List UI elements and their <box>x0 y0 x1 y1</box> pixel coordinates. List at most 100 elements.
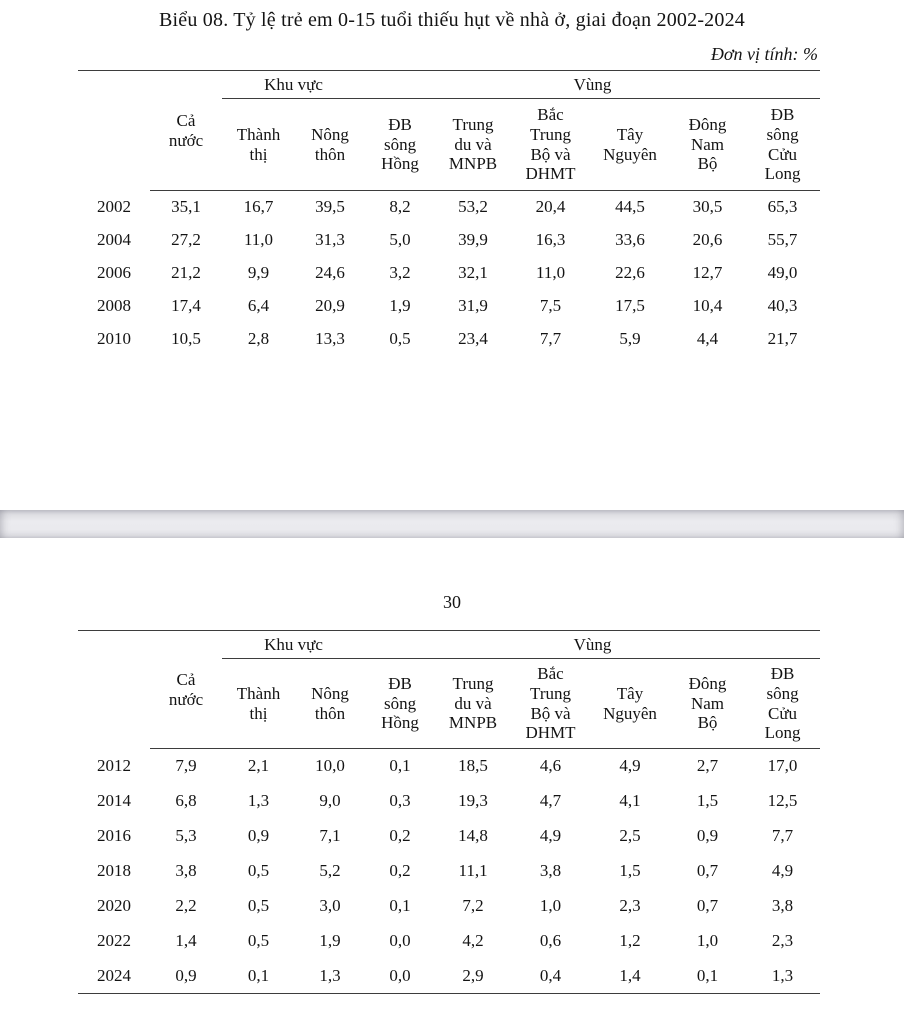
value-cell: 0,2 <box>389 826 411 845</box>
col-header-all-country: Cả nước <box>150 630 222 749</box>
value-cell: 4,2 <box>462 931 484 950</box>
col-header-midlands-northern-mountains: Trung du và MNPB <box>435 658 512 749</box>
value-cell: 23,4 <box>458 329 488 348</box>
value-cell: 11,0 <box>243 230 274 249</box>
value-cell: 1,2 <box>619 931 641 950</box>
value-cell: 33,6 <box>615 230 645 249</box>
value-cell: 35,1 <box>171 197 201 217</box>
value-cell: 49,0 <box>767 263 798 282</box>
value-cell: 17,5 <box>615 296 645 315</box>
group-header-area: Khu vực <box>222 70 366 99</box>
value-cell: 10,4 <box>692 296 723 315</box>
value-cell: 1,5 <box>619 861 641 880</box>
value-cell: 16,3 <box>535 230 566 249</box>
value-cell: 18,5 <box>458 756 488 776</box>
col-header-central-highlands: Tây Nguyên <box>590 658 671 749</box>
value-cell: 7,7 <box>771 826 794 845</box>
col-header-all-country: Cả nước <box>150 70 222 191</box>
table-row: 2004 27,2 11,0 31,3 5,0 39,9 16,3 33,6 20,6 55,7 <box>78 224 820 257</box>
value-cell: 65,3 <box>767 197 798 217</box>
value-cell: 5,2 <box>319 861 341 880</box>
year-column-header <box>78 630 150 749</box>
value-cell: 6,8 <box>175 791 197 810</box>
table-row: 2006 21,2 9,9 24,6 3,2 32,1 11,0 22,6 12,7 49,0 <box>78 257 820 290</box>
col-header-red-river-delta: ĐB sông Hồng <box>365 658 436 749</box>
value-cell: 20,9 <box>315 296 345 315</box>
value-cell: 1,3 <box>295 958 366 994</box>
value-cell: 20,4 <box>535 197 566 217</box>
year-column-header <box>78 70 150 191</box>
value-cell: 12,5 <box>767 791 798 810</box>
housing-deprivation-table-2012-2024: Cả nước Khu vực Vùng Thành thị Nông thôn… <box>78 630 821 994</box>
value-cell: 5,0 <box>389 230 411 249</box>
table-row: 2010 10,5 2,8 13,3 0,5 23,4 7,7 5,9 4,4 21,7 <box>78 323 820 356</box>
value-cell: 30,5 <box>692 197 723 217</box>
value-cell: 0,9 <box>150 958 222 994</box>
value-cell: 0,5 <box>247 896 270 915</box>
value-cell: 53,2 <box>458 197 488 217</box>
value-cell: 13,3 <box>315 329 345 348</box>
value-cell: 2,9 <box>435 958 512 994</box>
value-cell: 19,3 <box>458 791 488 810</box>
value-cell: 3,8 <box>771 896 794 915</box>
header-group-row: Cả nước Khu vực Vùng <box>78 70 821 191</box>
col-header-central-highlands: Tây Nguyên <box>590 98 671 191</box>
value-cell: 14,8 <box>458 826 488 845</box>
page-number: 30 <box>443 592 461 612</box>
value-cell: 8,2 <box>389 197 411 217</box>
value-cell: 0,5 <box>247 861 270 880</box>
col-header-north-central-coast: Bắc Trung Bộ và DHMT <box>511 98 591 191</box>
value-cell: 1,5 <box>696 791 719 810</box>
value-cell: 0,4 <box>511 958 591 994</box>
col-header-mekong-delta: ĐB sông Cửu Long <box>745 98 821 191</box>
value-cell: 4,9 <box>539 826 562 845</box>
table-row: 2018 3,8 0,5 5,2 0,2 11,1 3,8 1,5 0,7 4,9 <box>78 854 820 889</box>
table-row: 2022 1,4 0,5 1,9 0,0 4,2 0,6 1,2 1,0 2,3 <box>78 924 820 959</box>
document-page-1: Biểu 08. Tỷ lệ trẻ em 0-15 tuổi thiếu hụ… <box>0 0 904 510</box>
housing-deprivation-table-2002-2010: Cả nước Khu vực Vùng Thành thị Nông thôn… <box>78 70 821 356</box>
value-cell: 4,9 <box>619 756 641 776</box>
unit-note: Đơn vị tính: % <box>710 44 818 64</box>
value-cell: 16,7 <box>243 197 274 217</box>
col-header-red-river-delta: ĐB sông Hồng <box>365 98 436 191</box>
value-cell: 31,3 <box>315 230 345 249</box>
value-cell: 0,6 <box>539 931 562 950</box>
col-header-southeast: Đông Nam Bộ <box>670 98 746 191</box>
value-cell: 0,9 <box>696 826 719 845</box>
value-cell: 55,7 <box>767 230 798 249</box>
value-cell: 1,0 <box>539 896 562 915</box>
group-header-region: Vùng <box>365 70 821 99</box>
value-cell: 1,9 <box>319 931 341 950</box>
value-cell: 1,0 <box>696 931 719 950</box>
value-cell: 2,3 <box>619 896 641 915</box>
value-cell: 4,7 <box>539 791 562 810</box>
year-cell: 2006 <box>97 263 131 282</box>
value-cell: 17,0 <box>767 756 798 776</box>
value-cell: 0,1 <box>670 958 746 994</box>
value-cell: 32,1 <box>458 263 488 282</box>
year-cell: 2022 <box>97 931 131 950</box>
header-group-row: Cả nước Khu vực Vùng <box>78 630 821 749</box>
col-header-midlands-northern-mountains: Trung du và MNPB <box>435 98 512 191</box>
table-row: 2024 0,9 0,1 1,3 0,0 2,9 0,4 1,4 0,1 1,3 <box>78 958 821 994</box>
col-header-north-central-coast: Bắc Trung Bộ và DHMT <box>511 658 591 749</box>
value-cell: 40,3 <box>767 296 798 315</box>
value-cell: 10,0 <box>315 756 345 776</box>
value-cell: 39,9 <box>458 230 488 249</box>
year-cell: 2010 <box>97 329 131 348</box>
value-cell: 31,9 <box>458 296 488 315</box>
value-cell: 39,5 <box>315 197 345 217</box>
value-cell: 5,9 <box>619 329 641 348</box>
year-cell: 2008 <box>97 296 131 315</box>
value-cell: 11,0 <box>535 263 566 282</box>
value-cell: 7,5 <box>539 296 562 315</box>
value-cell: 7,9 <box>175 756 197 776</box>
col-header-rural: Nông thôn <box>295 658 366 749</box>
value-cell: 1,4 <box>175 931 197 950</box>
value-cell: 20,6 <box>692 230 723 249</box>
value-cell: 0,7 <box>696 896 719 915</box>
value-cell: 2,3 <box>771 931 794 950</box>
value-cell: 4,1 <box>619 791 641 810</box>
group-header-area: Khu vực <box>222 630 366 659</box>
col-header-urban: Thành thị <box>222 658 295 749</box>
